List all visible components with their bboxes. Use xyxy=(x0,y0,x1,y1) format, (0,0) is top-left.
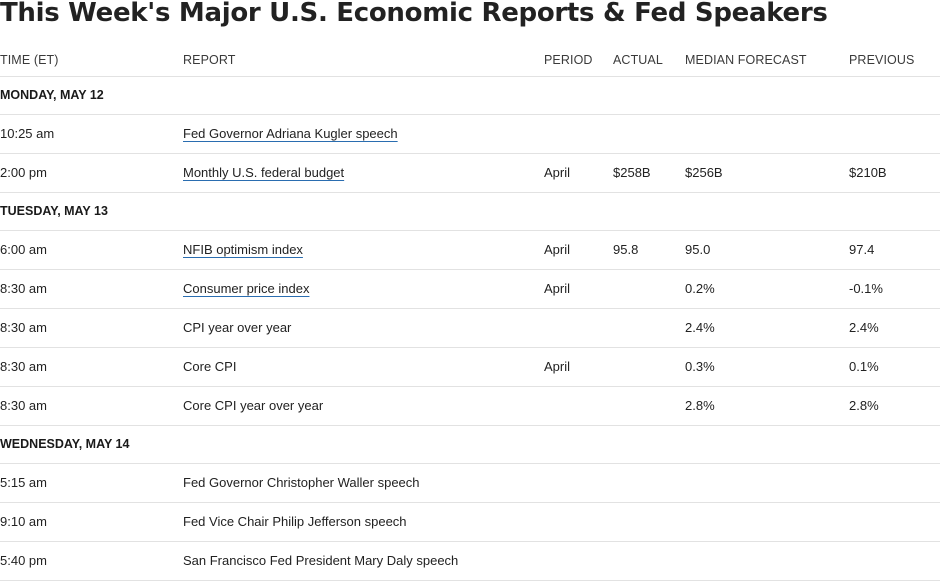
time-cell: 5:40 pm xyxy=(0,553,47,568)
median-forecast-cell: 0.2% xyxy=(685,281,715,296)
day-header-row: MONDAY, MAY 12 xyxy=(0,77,940,115)
time-cell: 8:30 am xyxy=(0,281,47,296)
time-cell: 8:30 am xyxy=(0,398,47,413)
table-row: 5:40 pm San Francisco Fed President Mary … xyxy=(0,542,940,581)
column-header-actual: ACTUAL xyxy=(613,53,663,67)
table-row: 10:25 am Fed Governor Adriana Kugler spee… xyxy=(0,115,940,154)
column-header-time: TIME (ET) xyxy=(0,53,59,67)
table-row: 2:00 pm Monthly U.S. federal budget April $… xyxy=(0,154,940,193)
time-cell: 5:15 am xyxy=(0,475,47,490)
actual-cell: $258B xyxy=(613,165,651,180)
period-cell: April xyxy=(544,165,571,180)
previous-cell: 2.8% xyxy=(849,398,879,413)
table-row: 9:10 am Fed Vice Chair Philip Jefferson s… xyxy=(0,503,940,542)
table-row: 8:30 am Core CPI April 0.3% 0.1% xyxy=(0,348,940,387)
column-header-median-forecast: MEDIAN FORECAST xyxy=(685,53,807,67)
time-cell: 8:30 am xyxy=(0,359,47,374)
median-forecast-cell: 95.0 xyxy=(685,242,711,257)
actual-cell: 95.8 xyxy=(613,242,639,257)
report-cell: Core CPI xyxy=(183,359,237,374)
period-cell: April xyxy=(544,242,571,257)
table-row: 5:15 am Fed Governor Christopher Waller s… xyxy=(0,464,940,503)
day-header-row: TUESDAY, MAY 13 xyxy=(0,193,940,231)
report-link[interactable]: NFIB optimism index xyxy=(183,242,303,257)
period-cell: April xyxy=(544,359,571,374)
report-link[interactable]: Consumer price index xyxy=(183,281,310,296)
table-row: 6:00 am NFIB optimism index April 95.8 95.0 9… xyxy=(0,231,940,270)
report-cell: Fed Governor Christopher Waller speech xyxy=(183,475,420,490)
economic-calendar-table: MONDAY, MAY 12 10:25 am Fed Governor Adria… xyxy=(0,77,940,581)
time-cell: 9:10 am xyxy=(0,514,47,529)
median-forecast-cell: 2.4% xyxy=(685,320,715,335)
report-cell: CPI year over year xyxy=(183,320,292,335)
time-cell: 2:00 pm xyxy=(0,165,47,180)
column-header-report: REPORT xyxy=(183,53,236,67)
day-label: TUESDAY, MAY 13 xyxy=(0,204,108,218)
report-link[interactable]: Monthly U.S. federal budget xyxy=(183,165,345,180)
report-cell: San Francisco Fed President Mary Daly sp… xyxy=(183,553,459,568)
median-forecast-cell: 0.3% xyxy=(685,359,715,374)
day-header-row: WEDNESDAY, MAY 14 xyxy=(0,426,940,464)
column-header-previous: PREVIOUS xyxy=(849,53,915,67)
time-cell: 6:00 am xyxy=(0,242,47,257)
report-link[interactable]: Fed Governor Adriana Kugler speech xyxy=(183,126,398,141)
previous-cell: 0.1% xyxy=(849,359,879,374)
median-forecast-cell: $256B xyxy=(685,165,723,180)
page-title: This Week's Major U.S. Economic Reports … xyxy=(0,0,828,28)
time-cell: 10:25 am xyxy=(0,126,55,141)
report-cell: Core CPI year over year xyxy=(183,398,324,413)
table-row: 8:30 am CPI year over year 2.4% 2.4% xyxy=(0,309,940,348)
report-cell: Fed Vice Chair Philip Jefferson speech xyxy=(183,514,407,529)
previous-cell: 97.4 xyxy=(849,242,875,257)
median-forecast-cell: 2.8% xyxy=(685,398,715,413)
period-cell: April xyxy=(544,281,571,296)
table-row: 8:30 am Core CPI year over year 2.8% 2.8% xyxy=(0,387,940,426)
time-cell: 8:30 am xyxy=(0,320,47,335)
day-label: WEDNESDAY, MAY 14 xyxy=(0,437,130,451)
day-label: MONDAY, MAY 12 xyxy=(0,88,104,102)
table-header: TIME (ET) REPORT PERIOD ACTUAL MEDIAN FO… xyxy=(0,40,940,77)
previous-cell: -0.1% xyxy=(849,281,883,296)
previous-cell: 2.4% xyxy=(849,320,879,335)
column-header-period: PERIOD xyxy=(544,53,593,67)
previous-cell: $210B xyxy=(849,165,887,180)
table-row: 8:30 am Consumer price index April 0.2% -0.1… xyxy=(0,270,940,309)
